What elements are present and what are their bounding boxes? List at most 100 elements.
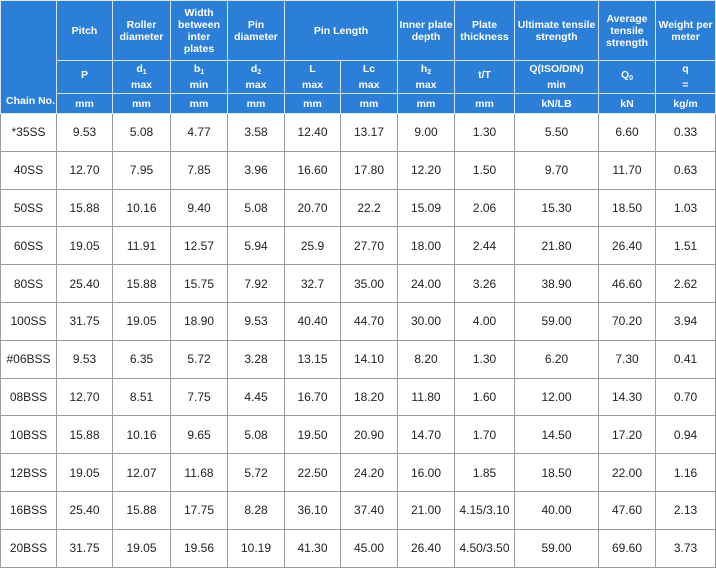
- table-cell: 59.00: [514, 528, 599, 568]
- table-cell: 7.30: [598, 339, 656, 379]
- table-cell: 4.00: [454, 301, 515, 341]
- table-cell: 21.80: [514, 226, 599, 266]
- table-cell: 38.90: [514, 264, 599, 303]
- table-cell: 24.00: [397, 264, 455, 303]
- table-cell: 16.70: [284, 377, 341, 417]
- symbol-cell: t/T: [454, 60, 515, 94]
- table-cell: 19.05: [56, 226, 113, 266]
- table-cell: 35.00: [340, 264, 398, 303]
- table-cell: 5.94: [227, 226, 285, 266]
- table-cell: 9.70: [514, 150, 599, 190]
- table-cell: 17.75: [170, 490, 228, 530]
- table-cell: 12.70: [56, 150, 113, 190]
- table-cell: 8.28: [227, 490, 285, 530]
- unit-cell: mm: [227, 93, 285, 114]
- table-cell: 9.53: [56, 339, 113, 379]
- table-cell: 22.00: [598, 453, 656, 492]
- table-cell: 3.96: [227, 150, 285, 190]
- table-cell: 37.40: [340, 490, 398, 530]
- table-cell: 11.91: [112, 226, 171, 266]
- table-cell: 12.40: [284, 113, 341, 152]
- symbol-cell: b1 min: [170, 60, 228, 94]
- unit-cell: mm: [340, 93, 398, 114]
- table-cell: 2.06: [454, 188, 515, 228]
- table-cell: 3.28: [227, 339, 285, 379]
- unit-cell: mm: [56, 93, 113, 114]
- symbol-cell: d2 max: [227, 60, 285, 94]
- chain-no-cell: 50SS: [0, 188, 57, 228]
- table-cell: 11.68: [170, 453, 228, 492]
- table-cell: 10.16: [112, 188, 171, 228]
- table-cell: 18.20: [340, 377, 398, 417]
- table-cell: 9.53: [227, 301, 285, 341]
- table-cell: 0.94: [655, 415, 716, 455]
- table-cell: 14.70: [397, 415, 455, 455]
- table-cell: 31.75: [56, 301, 113, 341]
- table-cell: 14.50: [514, 415, 599, 455]
- table-cell: 8.51: [112, 377, 171, 417]
- pitch-header: Pitch: [56, 0, 113, 61]
- unit-cell: mm: [112, 93, 171, 114]
- table-cell: 25.40: [56, 264, 113, 303]
- table-cell: 36.10: [284, 490, 341, 530]
- table-cell: 19.50: [284, 415, 341, 455]
- table-cell: 19.05: [56, 453, 113, 492]
- table-cell: 5.72: [170, 339, 228, 379]
- table-row: 12BSS 19.05 12.07 11.68 5.72 22.50 24.20 16.00 1…: [0, 453, 716, 492]
- unit-cell: mm: [170, 93, 228, 114]
- table-cell: 2.62: [655, 264, 716, 303]
- average-tensile-header: Average tensile strength: [598, 0, 656, 61]
- table-cell: 5.08: [227, 415, 285, 455]
- table-cell: 12.00: [514, 377, 599, 417]
- table-cell: 41.30: [284, 528, 341, 568]
- chain-no-cell: 08BSS: [0, 377, 57, 417]
- table-cell: 12.57: [170, 226, 228, 266]
- table-cell: 1.50: [454, 150, 515, 190]
- table-cell: 20.70: [284, 188, 341, 228]
- table-cell: 46.60: [598, 264, 656, 303]
- table-cell: 0.41: [655, 339, 716, 379]
- table-cell: 13.15: [284, 339, 341, 379]
- table-cell: 70.20: [598, 301, 656, 341]
- table-cell: 0.70: [655, 377, 716, 417]
- table-cell: 12.70: [56, 377, 113, 417]
- ultimate-tensile-header: Ultimate tensile strength: [514, 0, 599, 61]
- table-cell: 1.03: [655, 188, 716, 228]
- chain-no-cell: #06BSS: [0, 339, 57, 379]
- table-cell: 0.33: [655, 113, 716, 152]
- table-cell: 25.40: [56, 490, 113, 530]
- table-cell: 6.60: [598, 113, 656, 152]
- table-cell: 25.9: [284, 226, 341, 266]
- symbol-cell: Q(ISO/DIN) min: [514, 60, 599, 94]
- table-cell: 22.50: [284, 453, 341, 492]
- table-cell: 7.85: [170, 150, 228, 190]
- table-row: 40SS 12.70 7.95 7.85 3.96 16.60 17.80 12.20 1.50…: [0, 150, 716, 190]
- table-cell: 10.16: [112, 415, 171, 455]
- chain-no-cell: 12BSS: [0, 453, 57, 492]
- table-cell: 7.75: [170, 377, 228, 417]
- table-cell: 1.30: [454, 113, 515, 152]
- table-cell: 9.65: [170, 415, 228, 455]
- table-row: 20BSS 31.75 19.05 19.56 10.19 41.30 45.00 26.40…: [0, 528, 716, 568]
- unit-cell: mm: [284, 93, 341, 114]
- table-cell: 18.90: [170, 301, 228, 341]
- table-row: 08BSS 12.70 8.51 7.75 4.45 16.70 18.20 11.80 1.6…: [0, 377, 716, 417]
- table-cell: 45.00: [340, 528, 398, 568]
- table-cell: 5.72: [227, 453, 285, 492]
- table-cell: 19.05: [112, 301, 171, 341]
- table-cell: 27.70: [340, 226, 398, 266]
- chain-no-cell: 20BSS: [0, 528, 57, 568]
- table-cell: 32.7: [284, 264, 341, 303]
- table-cell: 7.92: [227, 264, 285, 303]
- pin-diameter-header: Pin diameter: [227, 0, 285, 61]
- table-cell: 15.30: [514, 188, 599, 228]
- table-cell: 15.75: [170, 264, 228, 303]
- table-cell: 21.00: [397, 490, 455, 530]
- table-cell: 18.50: [598, 188, 656, 228]
- table-row: 50SS 15.88 10.16 9.40 5.08 20.70 22.2 15.09 2.06…: [0, 188, 716, 228]
- symbol-cell: Q0: [598, 60, 656, 94]
- table-cell: 11.70: [598, 150, 656, 190]
- table-cell: 1.85: [454, 453, 515, 492]
